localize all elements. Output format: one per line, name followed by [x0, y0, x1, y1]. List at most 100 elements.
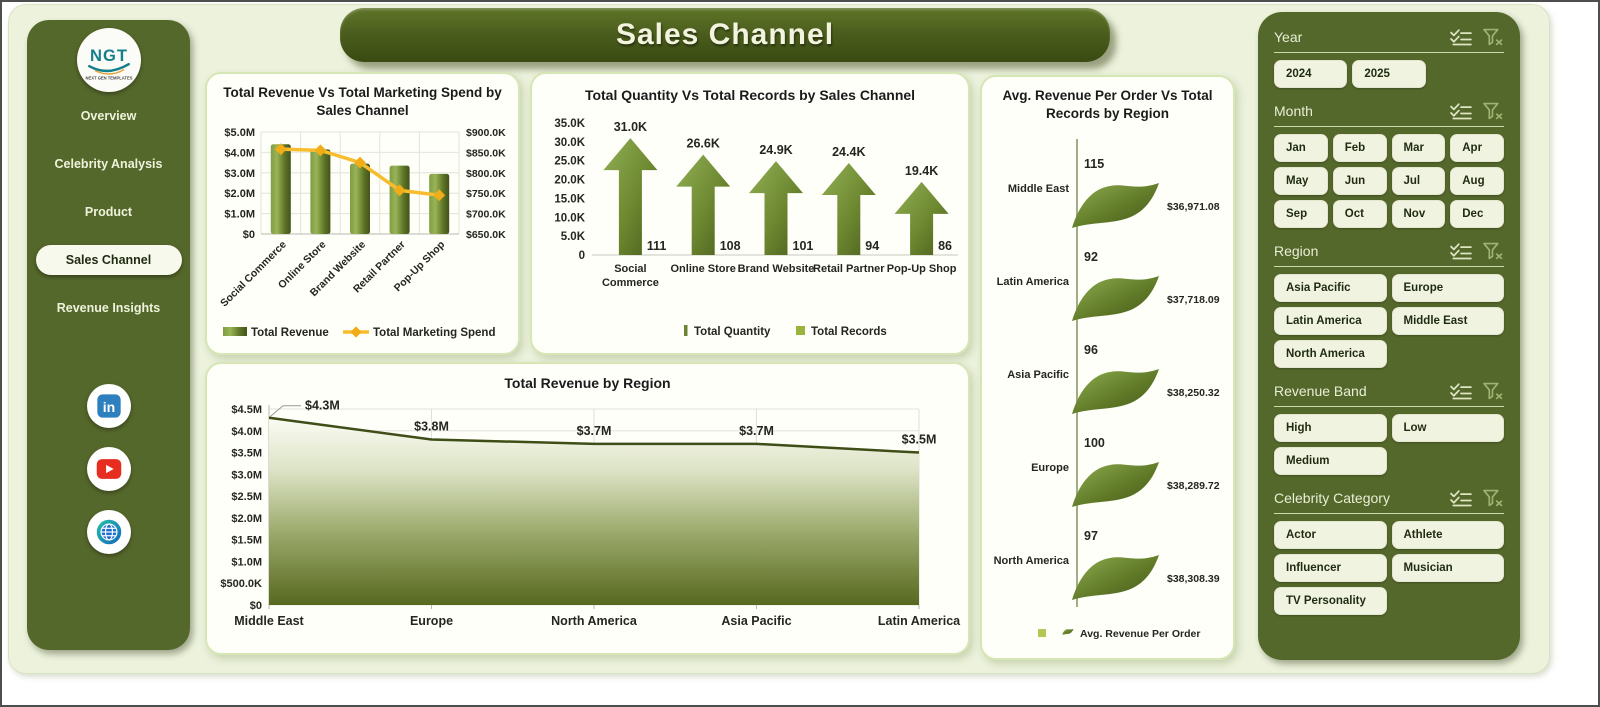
slicer-option-may[interactable]: May — [1274, 167, 1328, 195]
svg-text:Europe: Europe — [410, 614, 453, 628]
svg-text:$3.0M: $3.0M — [224, 168, 255, 180]
slicer-option-influencer[interactable]: Influencer — [1274, 554, 1387, 582]
svg-text:$3.7M: $3.7M — [577, 424, 612, 438]
revenue-area[interactable] — [269, 417, 919, 605]
sidebar-item-label: Revenue Insights — [56, 301, 161, 315]
svg-text:$37,718.09: $37,718.09 — [1167, 294, 1220, 306]
svg-text:North America: North America — [551, 614, 638, 628]
chart-title: Total Quantity Vs Total Records by Sales… — [584, 87, 916, 103]
leaf-shape[interactable] — [1072, 462, 1159, 508]
page-title: Sales Channel — [615, 18, 835, 51]
filter-panel: Year 2024 2025 Month Jan Feb Mar Apr May Jun Jul Au… — [1258, 12, 1520, 660]
svg-text:$4.0M: $4.0M — [224, 148, 255, 160]
sidebar-item-product[interactable]: Product — [27, 188, 190, 236]
card-revenue-vs-marketing: Total Revenue Vs Total Marketing Spend b… — [205, 72, 520, 355]
slicer-option-mar[interactable]: Mar — [1391, 134, 1446, 162]
chart-title: Avg. Revenue Per Order Vs Total Records … — [1002, 88, 1213, 122]
globe-link[interactable] — [86, 510, 131, 554]
multiselect-icon[interactable] — [1450, 242, 1472, 260]
globe-icon — [96, 519, 121, 545]
sidebar-item-revenue-insights[interactable]: Revenue Insights — [27, 284, 190, 332]
avg-revenue-by-region-chart: 115 Middle East $36,971.08 92 Latin America $… — [994, 139, 1220, 640]
slicer-option-nov[interactable]: Nov — [1391, 200, 1446, 228]
quantity-arrow[interactable] — [894, 181, 949, 255]
svg-text:$700.0K: $700.0K — [466, 209, 506, 221]
svg-text:108: 108 — [720, 239, 741, 253]
logo-text: NGT — [89, 46, 127, 65]
svg-text:115: 115 — [1084, 157, 1104, 171]
slicer-option-tv-personality[interactable]: TV Personality — [1274, 587, 1387, 615]
clear-filter-icon[interactable] — [1482, 489, 1504, 507]
slicer-option-musician[interactable]: Musician — [1391, 554, 1504, 582]
sidebar-item-overview[interactable]: Overview — [27, 92, 190, 140]
slicer-option-athlete[interactable]: Athlete — [1391, 521, 1504, 549]
slicer-option-feb[interactable]: Feb — [1332, 134, 1387, 162]
quantity-arrow[interactable] — [821, 162, 876, 255]
quantity-vs-records-chart: 35.0K 30.0K 25.0K 20.0K 15.0K 10.0K 5.0K 0 31.0K… — [554, 118, 958, 338]
slicer-option-north-america[interactable]: North America — [1274, 340, 1387, 368]
slicer-option-dec[interactable]: Dec — [1450, 200, 1504, 228]
leaf-shape[interactable] — [1072, 276, 1159, 322]
linkedin-link[interactable]: in — [86, 384, 131, 428]
quantity-arrow[interactable] — [749, 160, 803, 255]
slicer-option-oct[interactable]: Oct — [1332, 200, 1387, 228]
slicer-title: Month — [1274, 103, 1313, 119]
slicer-option-aug[interactable]: Aug — [1450, 167, 1504, 195]
slicer-option-jan[interactable]: Jan — [1274, 134, 1328, 162]
social-links: in — [27, 384, 190, 554]
svg-text:Asia Pacific: Asia Pacific — [721, 614, 791, 628]
slicer-option-actor[interactable]: Actor — [1274, 521, 1387, 549]
svg-text:$800.0K: $800.0K — [466, 168, 506, 180]
svg-text:97: 97 — [1084, 529, 1098, 543]
clear-filter-icon[interactable] — [1482, 242, 1504, 260]
leaf-shape[interactable] — [1072, 369, 1159, 415]
slicer-option-sep[interactable]: Sep — [1274, 200, 1328, 228]
clear-filter-icon[interactable] — [1482, 28, 1504, 46]
revenue-bar[interactable] — [389, 166, 410, 235]
svg-text:$2.5M: $2.5M — [231, 491, 262, 503]
multiselect-icon[interactable] — [1450, 102, 1472, 120]
slicer-option-apr[interactable]: Apr — [1450, 134, 1504, 162]
slicer-option-latin-america[interactable]: Latin America — [1274, 307, 1387, 335]
clear-filter-icon[interactable] — [1482, 102, 1504, 120]
svg-text:Total Revenue: Total Revenue — [251, 327, 329, 339]
chart-title: Total Revenue by Region — [504, 375, 671, 391]
svg-text:$4.5M: $4.5M — [231, 404, 262, 416]
svg-text:24.4K: 24.4K — [832, 145, 865, 159]
card-revenue-by-region: Total Revenue by Region $4.5M $4.0M $3.5M $… — [205, 362, 970, 655]
multiselect-icon[interactable] — [1450, 28, 1472, 46]
svg-text:10.0K: 10.0K — [554, 212, 585, 224]
youtube-link[interactable] — [86, 447, 131, 491]
multiselect-icon[interactable] — [1450, 489, 1472, 507]
slicer-title: Region — [1274, 243, 1319, 259]
slicer-option-asia-pacific[interactable]: Asia Pacific — [1274, 274, 1387, 302]
multiselect-icon[interactable] — [1450, 382, 1472, 400]
slicer-option-low[interactable]: Low — [1391, 414, 1504, 442]
slicer-option-high[interactable]: High — [1274, 414, 1387, 442]
revenue-bar[interactable] — [270, 144, 291, 235]
slicer-option-europe[interactable]: Europe — [1391, 274, 1504, 302]
svg-text:$1.0M: $1.0M — [231, 556, 262, 568]
slicer-option-jul[interactable]: Jul — [1391, 167, 1446, 195]
svg-text:$4.3M: $4.3M — [305, 399, 340, 413]
slicer-option-2024[interactable]: 2024 — [1274, 60, 1348, 88]
quantity-arrow[interactable] — [676, 154, 731, 255]
svg-text:15.0K: 15.0K — [554, 193, 585, 205]
slicer-option-2025[interactable]: 2025 — [1352, 60, 1426, 88]
sidebar-item-celebrity-analysis[interactable]: Celebrity Analysis — [27, 140, 190, 188]
quantity-arrow[interactable] — [603, 137, 658, 255]
revenue-bar[interactable] — [429, 174, 450, 235]
revenue-bar[interactable] — [350, 164, 370, 235]
svg-text:30.0K: 30.0K — [554, 137, 585, 149]
revenue-bar[interactable] — [310, 149, 331, 235]
svg-text:Europe: Europe — [1031, 462, 1069, 474]
leaf-shape[interactable] — [1072, 555, 1159, 601]
sidebar-item-sales-channel[interactable]: Sales Channel — [27, 236, 190, 284]
slicer-option-medium[interactable]: Medium — [1274, 447, 1387, 475]
leaf-shape[interactable] — [1072, 183, 1159, 229]
slicer-option-middle-east[interactable]: Middle East — [1391, 307, 1504, 335]
svg-text:92: 92 — [1084, 250, 1098, 264]
clear-filter-icon[interactable] — [1482, 382, 1504, 400]
slicer-option-jun[interactable]: Jun — [1332, 167, 1387, 195]
